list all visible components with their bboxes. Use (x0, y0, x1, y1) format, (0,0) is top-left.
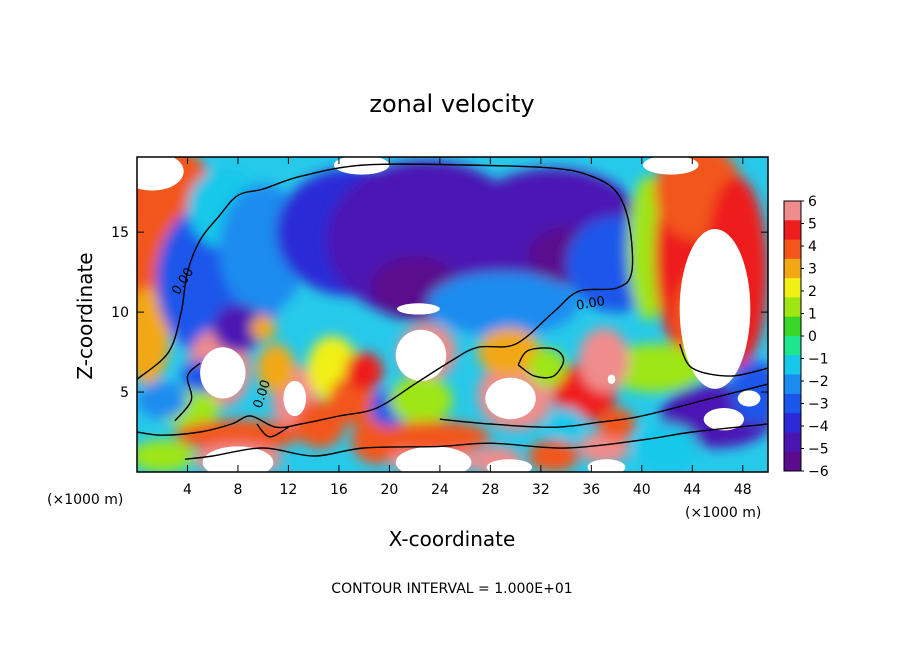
colorbar-swatch (784, 374, 801, 395)
colorbar-tick-label: −1 (808, 352, 829, 368)
undefined-region (485, 377, 536, 420)
contour-label: 0.00 (575, 294, 606, 314)
y-axis-ticks: 5 10 15 (111, 225, 768, 401)
colorbar-swatch (784, 316, 801, 337)
undefined-region (202, 446, 274, 472)
x-axis-ticks: 4 8 12 16 20 24 28 32 36 40 44 48 (183, 157, 752, 498)
zero-contour-line (517, 347, 565, 379)
undefined-region (607, 374, 616, 385)
heat-region (547, 408, 586, 441)
colorbar-tick-label: 1 (808, 307, 817, 323)
colorbar-tick-label: −2 (808, 374, 829, 390)
heat-region (389, 376, 453, 425)
heat-region (427, 272, 579, 337)
colorbar-tick-label: 0 (808, 329, 817, 345)
zero-contour-line (174, 362, 201, 422)
y-tick-label: 5 (120, 385, 129, 401)
zero-contour-line (256, 423, 289, 438)
x-tick-label: 24 (431, 482, 449, 498)
y-axis-label: Z-coordinate (73, 252, 97, 379)
zero-contour-line (137, 163, 634, 436)
heat-region (578, 432, 630, 465)
heat-region (603, 344, 705, 393)
x-tick-label: 20 (380, 482, 398, 498)
x-tick-label: 40 (633, 482, 651, 498)
colorbar-tick-label: 2 (808, 284, 817, 300)
colorbar-tick-label: 3 (808, 262, 817, 278)
contour-interval-note: CONTOUR INTERVAL = 1.000E+01 (331, 581, 572, 597)
x-tick-label: 44 (683, 482, 701, 498)
heat-region (137, 440, 194, 472)
colorbar-swatch (784, 355, 801, 376)
heat-region (345, 352, 384, 391)
colorbar-tick-label: 6 (808, 194, 817, 210)
heat-region (597, 408, 636, 441)
undefined-region (395, 329, 447, 381)
heat-region (256, 344, 295, 393)
undefined-region (737, 390, 761, 407)
heat-region (250, 315, 276, 341)
colorbar-swatch (784, 258, 801, 279)
colorbar-tick-label: −3 (808, 397, 829, 413)
x-tick-label: 4 (183, 482, 192, 498)
x-axis-label: X-coordinate (389, 527, 516, 551)
undefined-region (396, 303, 440, 315)
colorbar-swatch (784, 413, 801, 433)
x-tick-label: 16 (330, 482, 348, 498)
heat-region (477, 328, 541, 377)
x-tick-label: 8 (233, 482, 242, 498)
plot-frame (136, 156, 769, 473)
x-tick-label: 28 (481, 482, 499, 498)
colorbar-tick-label: 5 (808, 217, 817, 233)
x-unit-label-left: (×1000 m) (47, 492, 123, 508)
undefined-region (703, 408, 745, 431)
zero-contour-line (679, 343, 768, 377)
heat-region (174, 419, 302, 452)
undefined-region (486, 459, 532, 472)
chart-title: zonal velocity (369, 90, 534, 118)
colorbar-tick-label: −6 (808, 464, 829, 480)
zero-contour-line (439, 383, 768, 428)
colorbar-tick-label: −4 (808, 419, 829, 435)
colorbar-swatch (784, 432, 801, 453)
y-tick-label: 15 (111, 225, 129, 241)
colorbar-swatch (784, 451, 801, 472)
undefined-region (200, 347, 246, 399)
zero-contour-line (184, 423, 768, 460)
colorbar-swatch (784, 201, 801, 221)
x-tick-label: 32 (532, 482, 550, 498)
plot-area: 0.000.000.00 (137, 157, 768, 472)
colorbar-tick-label: 4 (808, 239, 817, 255)
undefined-region (679, 228, 751, 389)
undefined-region (137, 157, 184, 191)
y-tick-label: 10 (111, 305, 129, 321)
undefined-region (395, 446, 472, 472)
colorbar-swatch (784, 220, 801, 241)
colorbar-tick-label: −5 (808, 442, 829, 458)
undefined-region (587, 459, 626, 472)
heat-region (137, 380, 188, 420)
colorbar: 6 5 4 3 2 1 0 −1 −2 −3 −4 −5 −6 (783, 194, 829, 480)
colorbar-swatch (784, 239, 801, 260)
x-unit-label-right: (×1000 m) (685, 505, 761, 521)
colorbar-swatch (784, 336, 801, 356)
colorbar-swatch (784, 393, 801, 414)
heat-region (528, 440, 579, 472)
x-tick-label: 36 (582, 482, 600, 498)
heat-region (212, 304, 264, 353)
undefined-region (283, 380, 307, 417)
zero-contours (137, 163, 768, 460)
colorbar-swatch (784, 278, 801, 298)
x-tick-label: 48 (734, 482, 752, 498)
heat-region (635, 424, 699, 472)
colorbar-swatch (784, 297, 801, 318)
undefined-region (643, 157, 699, 175)
x-tick-label: 12 (280, 482, 298, 498)
